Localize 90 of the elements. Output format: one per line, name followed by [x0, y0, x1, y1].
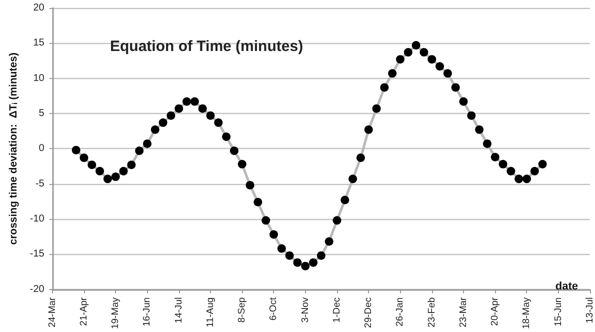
point: [262, 216, 270, 225]
point: [158, 118, 168, 127]
x-tick-label: 23-Feb: [426, 297, 438, 328]
x-tick-label: 21-Apr: [78, 297, 90, 326]
x-tick-label: 24-Mar: [46, 297, 58, 328]
point: [506, 166, 516, 176]
x-tick-label: 19-May: [110, 297, 122, 330]
point: [309, 258, 318, 267]
x-tick-label: 13-Jul: [584, 297, 595, 324]
x-tick-label: 16-Jun: [142, 297, 153, 326]
point: [174, 104, 184, 113]
point: [514, 174, 524, 184]
point: [222, 132, 231, 141]
x-tick-label: 18-May: [521, 297, 532, 330]
point: [475, 125, 484, 134]
point: [182, 97, 192, 106]
x-tick-label: 3-Nov: [300, 297, 311, 323]
y-tick-label: 0: [38, 143, 45, 154]
point: [246, 180, 254, 190]
point: [490, 152, 500, 162]
x-tick-label: 29-Dec: [363, 297, 374, 328]
point: [324, 237, 334, 246]
x-tick-label: 14-Jul: [173, 297, 184, 324]
point: [103, 174, 112, 184]
point: [428, 55, 436, 64]
point: [530, 166, 539, 176]
point: [150, 125, 160, 134]
point: [420, 48, 428, 57]
point: [214, 118, 223, 127]
point: [356, 154, 365, 162]
point: [96, 166, 104, 176]
point: [206, 111, 215, 120]
point: [293, 258, 302, 267]
x-tick-label: 20-Apr: [490, 297, 501, 326]
point: [190, 97, 199, 106]
x-tick-label: 8-Sep: [236, 297, 248, 323]
point: [238, 160, 246, 168]
point: [277, 244, 286, 253]
y-tick-label: -20: [30, 284, 45, 295]
x-tick-label: 11-Aug: [204, 297, 216, 328]
point: [301, 262, 310, 270]
point: [254, 198, 262, 206]
point: [72, 146, 80, 154]
y-tick-label: 5: [38, 108, 45, 119]
x-tick-label: 6-Oct: [268, 296, 280, 321]
y-tick-label: 10: [33, 72, 45, 84]
point: [482, 139, 492, 148]
text: Equation of Time (minutes): [110, 38, 304, 55]
point: [230, 146, 238, 156]
point: [443, 69, 452, 78]
point: [119, 166, 128, 176]
point: [396, 55, 404, 64]
point: [332, 216, 342, 225]
point: [111, 172, 120, 182]
point: [316, 251, 326, 260]
point: [340, 196, 350, 204]
point: [538, 160, 547, 168]
x-tick-label: 23-Mar: [458, 297, 469, 328]
y-tick-label: 15: [33, 38, 45, 49]
point: [198, 104, 207, 113]
point: [459, 97, 468, 106]
point: [142, 139, 152, 148]
point: [404, 48, 412, 57]
point: [380, 83, 389, 92]
point: [285, 251, 294, 260]
y-tick-label: -10: [30, 213, 45, 224]
point: [364, 125, 373, 134]
point: [127, 160, 136, 170]
x-tick-label: 15-Jun: [552, 297, 564, 326]
y-axis-title: crossing time deviation: ΔTᵢ (minutes): [8, 52, 20, 245]
point: [166, 111, 176, 120]
point: [348, 174, 358, 184]
point: [388, 69, 397, 78]
y-tick-label: -5: [35, 178, 45, 190]
point: [88, 160, 96, 170]
point: [498, 160, 508, 168]
point: [412, 41, 420, 50]
point: [451, 83, 460, 92]
y-tick-label: 20: [33, 2, 45, 14]
y-tick-label: -15: [30, 248, 45, 260]
x-tick-label: 1-Dec: [331, 297, 342, 323]
point: [269, 230, 278, 239]
point: [80, 154, 88, 162]
point: [467, 111, 476, 120]
x-tick-label: 26-Jan: [394, 297, 406, 326]
x-axis-title: date: [555, 280, 578, 292]
point: [135, 146, 144, 156]
point: [436, 62, 444, 71]
point: [372, 104, 381, 113]
point: [522, 174, 531, 184]
